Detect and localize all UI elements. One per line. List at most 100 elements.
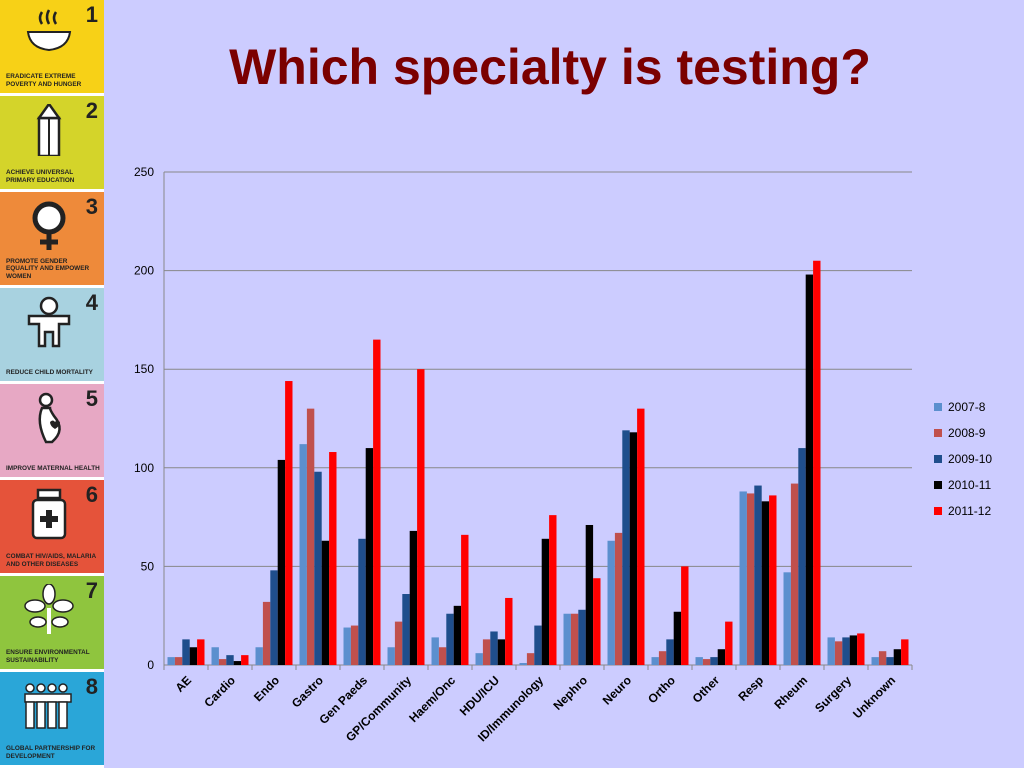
mdg-sidebar: 1 ERADICATE EXTREME POVERTY AND HUNGER 2 AC…	[0, 0, 104, 768]
x-tick-label: Rheum	[771, 673, 810, 712]
goal-number: 3	[85, 194, 98, 219]
bar-2011-12-ID/Immunology	[549, 515, 557, 665]
y-tick-label: 100	[134, 461, 154, 475]
legend-swatch-2008-9	[934, 429, 942, 437]
bar-2008-9-Other	[702, 659, 711, 665]
goal-number: 8	[85, 674, 98, 699]
bar-2011-12-Ortho	[681, 566, 689, 665]
plant-icon	[24, 583, 74, 636]
legend-label: 2010-11	[948, 478, 991, 492]
bar-2010-11-Surgery	[849, 635, 858, 665]
x-tick-label: Endo	[251, 673, 282, 704]
y-tick-label: 250	[134, 165, 154, 179]
bar-2011-12-AE	[197, 639, 205, 665]
bar-2008-9-AE	[174, 657, 183, 665]
bowl-icon	[24, 8, 74, 60]
legend-swatch-2007-8	[934, 403, 942, 411]
bar-2010-11-ID/Immunology	[541, 538, 550, 665]
bar-2010-11-Endo	[277, 459, 286, 665]
bar-2008-9-Resp	[746, 493, 755, 665]
bar-2011-12-HDU/ICU	[505, 597, 513, 665]
bar-2011-12-Cardio	[241, 655, 249, 665]
bar-2010-11-HDU/ICU	[497, 639, 506, 665]
bar-2010-11-Gastro	[321, 540, 330, 665]
goal-number: 1	[85, 2, 98, 27]
bar-2009-10-Resp	[754, 485, 762, 665]
bar-2009-10-Gen Paeds	[358, 538, 366, 665]
bar-2008-9-ID/Immunology	[526, 653, 535, 665]
x-tick-label: Unknown	[850, 673, 898, 721]
mdg-goal-8: 8 GLOBAL PARTNERSHIP FOR DEVELOPMENT	[0, 672, 104, 768]
legend-swatch-2009-10	[934, 455, 942, 463]
bar-2011-12-Nephro	[593, 578, 601, 665]
bar-2007-8-Other	[695, 657, 703, 665]
bar-2008-9-Gen Paeds	[350, 625, 359, 665]
bar-2008-9-Surgery	[834, 641, 843, 665]
bar-2009-10-Gastro	[314, 471, 322, 665]
y-tick-label: 150	[134, 362, 154, 376]
bar-2010-11-Haem/Onc	[453, 605, 462, 665]
mdg-goal-4: 4 REDUCE CHILD MORTALITY	[0, 288, 104, 384]
bar-2009-10-Surgery	[842, 637, 850, 665]
goal-text: ENSURE ENVIRONMENTAL SUSTAINABILITY	[6, 649, 90, 664]
bar-2011-12-Endo	[285, 381, 293, 665]
x-tick-label: Gastro	[289, 673, 326, 710]
bar-2007-8-Nephro	[563, 613, 571, 665]
bar-2010-11-Unknown	[893, 649, 902, 665]
child-icon	[24, 296, 74, 348]
mdg-goal-1: 1 ERADICATE EXTREME POVERTY AND HUNGER	[0, 0, 104, 96]
bar-2010-11-Gen Paeds	[365, 448, 374, 665]
bar-2009-10-Nephro	[578, 609, 586, 665]
x-tick-label: Ortho	[645, 673, 678, 706]
bar-2007-8-ID/Immunology	[519, 663, 527, 665]
legend-swatch-2010-11	[934, 481, 942, 489]
bar-2011-12-GP/Community	[417, 369, 425, 665]
bar-2008-9-HDU/ICU	[482, 639, 491, 665]
bar-2007-8-Resp	[739, 491, 747, 665]
y-tick-label: 0	[147, 658, 154, 672]
bar-2007-8-GP/Community	[387, 647, 395, 665]
legend-label: 2009-10	[948, 452, 992, 466]
bar-2010-11-AE	[189, 647, 198, 665]
x-tick-label: AE	[172, 673, 194, 695]
goal-text: ERADICATE EXTREME POVERTY AND HUNGER	[6, 73, 82, 88]
bar-2011-12-Resp	[769, 495, 777, 665]
goal-number: 4	[85, 290, 98, 315]
legend-label: 2007-8	[948, 400, 986, 414]
goal-text: PROMOTE GENDER EQUALITY AND EMPOWER WOME…	[6, 257, 90, 280]
bar-2010-11-Cardio	[233, 661, 242, 665]
bar-2011-12-Unknown	[901, 639, 909, 665]
goal-text: IMPROVE MATERNAL HEALTH	[6, 464, 100, 472]
bar-2007-8-Surgery	[827, 637, 835, 665]
bar-2007-8-Haem/Onc	[431, 637, 439, 665]
bar-2009-10-GP/Community	[402, 594, 410, 665]
bar-2007-8-Rheum	[783, 572, 791, 665]
bar-2011-12-Haem/Onc	[461, 534, 469, 665]
legend-label: 2008-9	[948, 426, 986, 440]
bar-2009-10-Haem/Onc	[446, 613, 454, 665]
bar-2009-10-ID/Immunology	[534, 625, 542, 665]
mdg-goal-5: 5 IMPROVE MATERNAL HEALTH	[0, 384, 104, 480]
bar-2011-12-Neuro	[637, 408, 645, 665]
bar-2007-8-Gen Paeds	[343, 627, 351, 665]
legend-label: 2011-12	[948, 504, 991, 518]
bar-2008-9-Nephro	[570, 613, 579, 665]
bar-2007-8-Ortho	[651, 657, 659, 665]
bar-2008-9-Cardio	[218, 659, 227, 665]
bar-2010-11-Nephro	[585, 524, 594, 665]
bar-2009-10-AE	[182, 639, 190, 665]
bar-2011-12-Rheum	[813, 260, 821, 665]
bar-2008-9-Unknown	[878, 651, 887, 665]
mdg-goal-7: 7 ENSURE ENVIRONMENTAL SUSTAINABILITY	[0, 576, 104, 672]
mdg-goal-6: 6 COMBAT HIV/AIDS, MALARIA AND OTHER DISE…	[0, 480, 104, 576]
x-tick-label: Surgery	[812, 673, 854, 715]
goal-number: 5	[85, 386, 98, 411]
bar-2008-9-Gastro	[306, 408, 315, 665]
bar-2007-8-AE	[167, 657, 175, 665]
bar-2010-11-Other	[717, 649, 726, 665]
goal-text: COMBAT HIV/AIDS, MALARIA AND OTHER DISEA…	[6, 553, 96, 568]
goal-text: GLOBAL PARTNERSHIP FOR DEVELOPMENT	[6, 745, 96, 760]
bar-2009-10-Ortho	[666, 639, 674, 665]
goal-number: 7	[85, 578, 98, 603]
y-tick-label: 200	[134, 264, 154, 278]
